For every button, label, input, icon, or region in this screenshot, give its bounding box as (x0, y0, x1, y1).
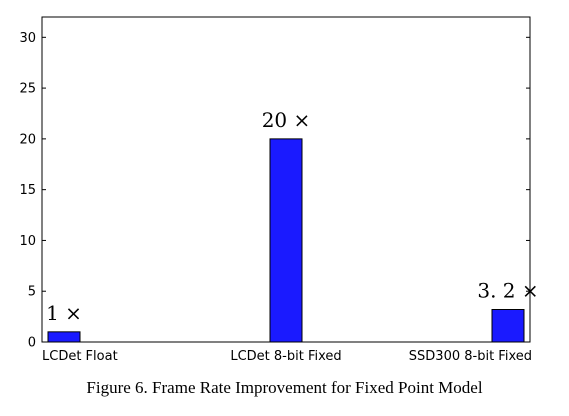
y-tick-label: 10 (19, 234, 36, 249)
bar (47, 331, 81, 343)
bar (269, 138, 303, 343)
y-tick-label: 5 (28, 285, 36, 300)
x-category-label: LCDet 8-bit Fixed (230, 349, 341, 364)
x-category-label: LCDet Float (42, 349, 118, 364)
bar-data-label: 20 × (262, 108, 311, 132)
x-category-label: SSD300 8-bit Fixed (409, 349, 532, 364)
bar (491, 309, 525, 343)
x-axis-category-labels: LCDet Float LCDet 8-bit Fixed SSD300 8-bit… (42, 349, 532, 364)
y-tick-label: 15 (19, 183, 36, 198)
bar-data-label: 1 × (46, 301, 82, 325)
figure-caption: Figure 6. Frame Rate Improvement for Fix… (86, 378, 483, 397)
y-tick-label: 20 (19, 132, 36, 147)
bar-series (47, 138, 525, 343)
y-tick-label: 30 (19, 31, 36, 46)
y-tick-label: 0 (28, 336, 36, 351)
y-tick-label: 25 (19, 82, 36, 97)
bar-data-label: 3. 2 × (477, 279, 538, 303)
bar-data-labels: 1 × 20 × 3. 2 × (46, 108, 539, 325)
y-axis-ticks: 0 5 10 15 20 25 30 (19, 31, 530, 351)
